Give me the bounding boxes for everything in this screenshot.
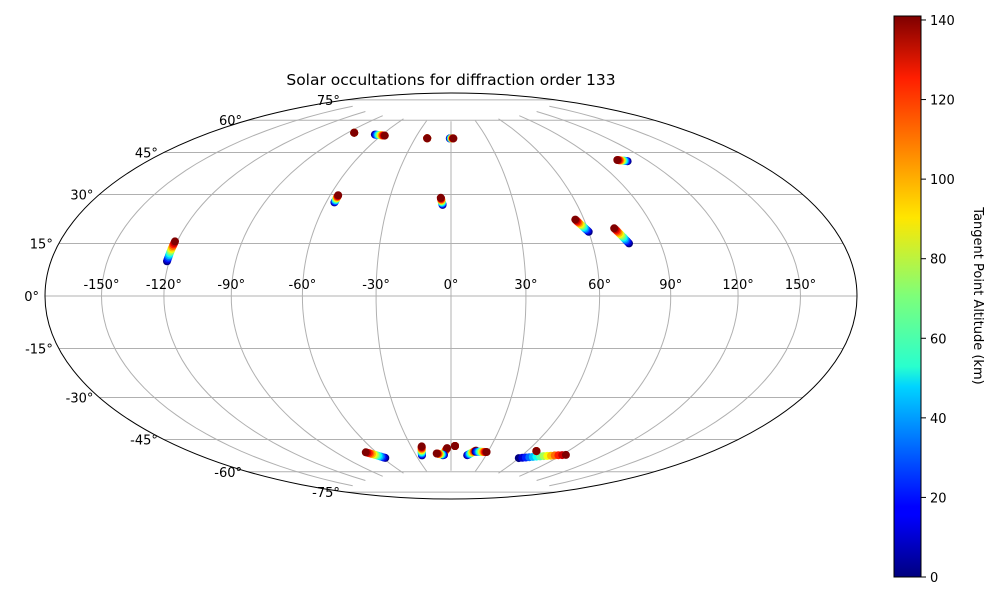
colorbar-tick-label: 40 <box>930 412 947 427</box>
longitude-tick-label: 150° <box>785 278 816 293</box>
colorbar-tick-label: 140 <box>930 14 955 29</box>
occultation-point <box>432 449 441 458</box>
occultation-point <box>561 450 570 459</box>
longitude-tick-label: 30° <box>514 278 537 293</box>
occultation-point <box>436 193 445 202</box>
longitude-tick-label: 60° <box>588 278 611 293</box>
occultation-point <box>449 134 458 143</box>
latitude-tick-label: 60° <box>219 114 242 129</box>
latitude-tick-label: 0° <box>24 290 39 305</box>
colorbar-tick-label: 20 <box>930 491 947 506</box>
latitude-tick-label: -45° <box>130 434 158 449</box>
longitude-tick-label: -150° <box>83 278 119 293</box>
colorbar <box>893 15 922 578</box>
occultation-point <box>334 191 343 200</box>
longitude-tick-labels: -150° -120° -90° -60° -30° 0° 30° 60° 90° 120° 150… <box>83 278 816 293</box>
colorbar-tick-label: 0 <box>930 571 938 586</box>
longitude-tick-label: 0° <box>444 278 459 293</box>
longitude-tick-label: 120° <box>722 278 753 293</box>
longitude-tick-label: -120° <box>146 278 182 293</box>
map-boundary <box>44 92 858 500</box>
colorbar-tick-label: 100 <box>930 173 955 188</box>
chart-title: Solar occultations for diffraction order… <box>286 71 615 89</box>
graticule <box>45 99 857 493</box>
latitude-tick-label: 45° <box>135 146 158 161</box>
occultation-point <box>443 444 452 453</box>
occultation-points <box>163 128 633 463</box>
colorbar-tick-label: 80 <box>930 253 947 268</box>
occultation-point <box>451 442 459 450</box>
occultation-point <box>571 215 580 224</box>
latitude-tick-labels: 75° 60° 45° 30° 15° 0° -15° -30° -45° -60° -75° <box>24 94 340 501</box>
latitude-tick-label: -30° <box>66 392 94 407</box>
occultation-point <box>532 447 541 456</box>
longitude-tick-label: 90° <box>659 278 682 293</box>
latitude-tick-label: -75° <box>312 486 340 501</box>
longitude-tick-label: -90° <box>217 278 245 293</box>
longitude-tick-label: -30° <box>362 278 390 293</box>
latitude-tick-label: 15° <box>30 237 53 252</box>
occultation-point <box>613 156 622 164</box>
occultation-point <box>171 237 179 246</box>
occultation-point <box>350 128 359 137</box>
colorbar-label: Tangent Point Altitude (km) <box>970 206 985 384</box>
occultation-point <box>482 448 491 456</box>
colorbar-ticks: 0 20 40 60 80 100 120 140 <box>921 14 955 586</box>
latitude-tick-label: 75° <box>317 94 340 109</box>
occultation-point <box>380 131 389 140</box>
occultation-point <box>610 224 619 233</box>
colorbar-tick-label: 60 <box>930 332 947 347</box>
latitude-tick-label: 30° <box>70 189 93 204</box>
longitude-tick-label: -60° <box>289 278 317 293</box>
colorbar-tick-label: 120 <box>930 94 955 109</box>
occultation-point <box>423 134 432 143</box>
occultation-point <box>361 448 370 457</box>
latitude-tick-label: -15° <box>25 343 53 358</box>
latitude-tick-label: -60° <box>214 466 242 481</box>
occultation-point <box>417 442 426 451</box>
